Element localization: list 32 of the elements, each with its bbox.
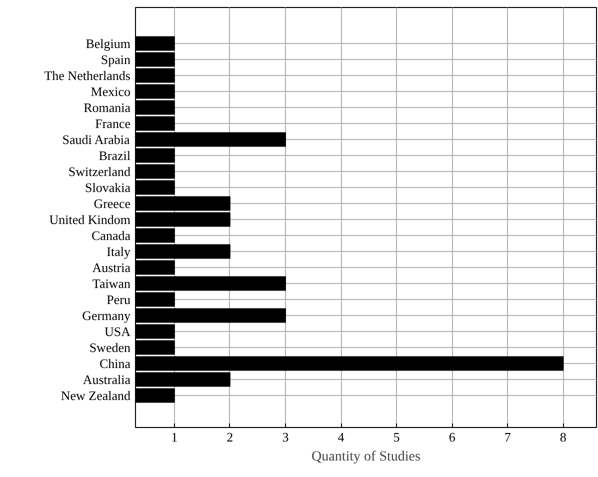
- y-tick-label: Austria: [92, 260, 131, 275]
- y-tick-label: Italy: [106, 244, 131, 259]
- y-tick-label: The Netherlands: [44, 68, 131, 83]
- y-tick-label: Greece: [94, 196, 131, 211]
- x-tick-label: 8: [560, 430, 566, 444]
- y-tick-label: Switzerland: [68, 164, 131, 179]
- y-tick-label: Belgium: [86, 36, 131, 51]
- y-tick-label: Sweden: [89, 340, 131, 355]
- x-tick-label: 6: [448, 430, 456, 444]
- y-tick-label: USA: [104, 324, 132, 339]
- y-tick-label: New Zealand: [60, 388, 131, 403]
- y-tick-label: Mexico: [90, 84, 131, 99]
- y-tick-label: Canada: [92, 228, 131, 243]
- y-tick-label: China: [99, 356, 131, 371]
- x-tick-label: 5: [393, 430, 400, 444]
- y-tick-label: Taiwan: [92, 276, 131, 291]
- x-axis-title: Quantity of Studies: [312, 450, 420, 464]
- y-tick-label: United Kindom: [49, 212, 131, 227]
- y-tick-label: France: [95, 116, 131, 131]
- y-tick-label: Peru: [106, 292, 131, 307]
- y-tick-label: Australia: [82, 372, 131, 387]
- y-tick-label: Germany: [82, 308, 131, 323]
- x-tick-label: 2: [226, 430, 234, 444]
- y-tick-label: Slovakia: [85, 180, 131, 195]
- y-tick-label: Romania: [84, 100, 131, 115]
- x-tick-label: 1: [171, 430, 178, 444]
- x-tick-label: 4: [338, 430, 345, 444]
- y-tick-label: Brazil: [98, 148, 131, 163]
- x-tick-label: 3: [282, 430, 289, 444]
- y-tick-label: Spain: [100, 52, 131, 67]
- y-tick-label: Saudi Arabia: [62, 132, 130, 147]
- x-tick-label: 7: [504, 430, 512, 444]
